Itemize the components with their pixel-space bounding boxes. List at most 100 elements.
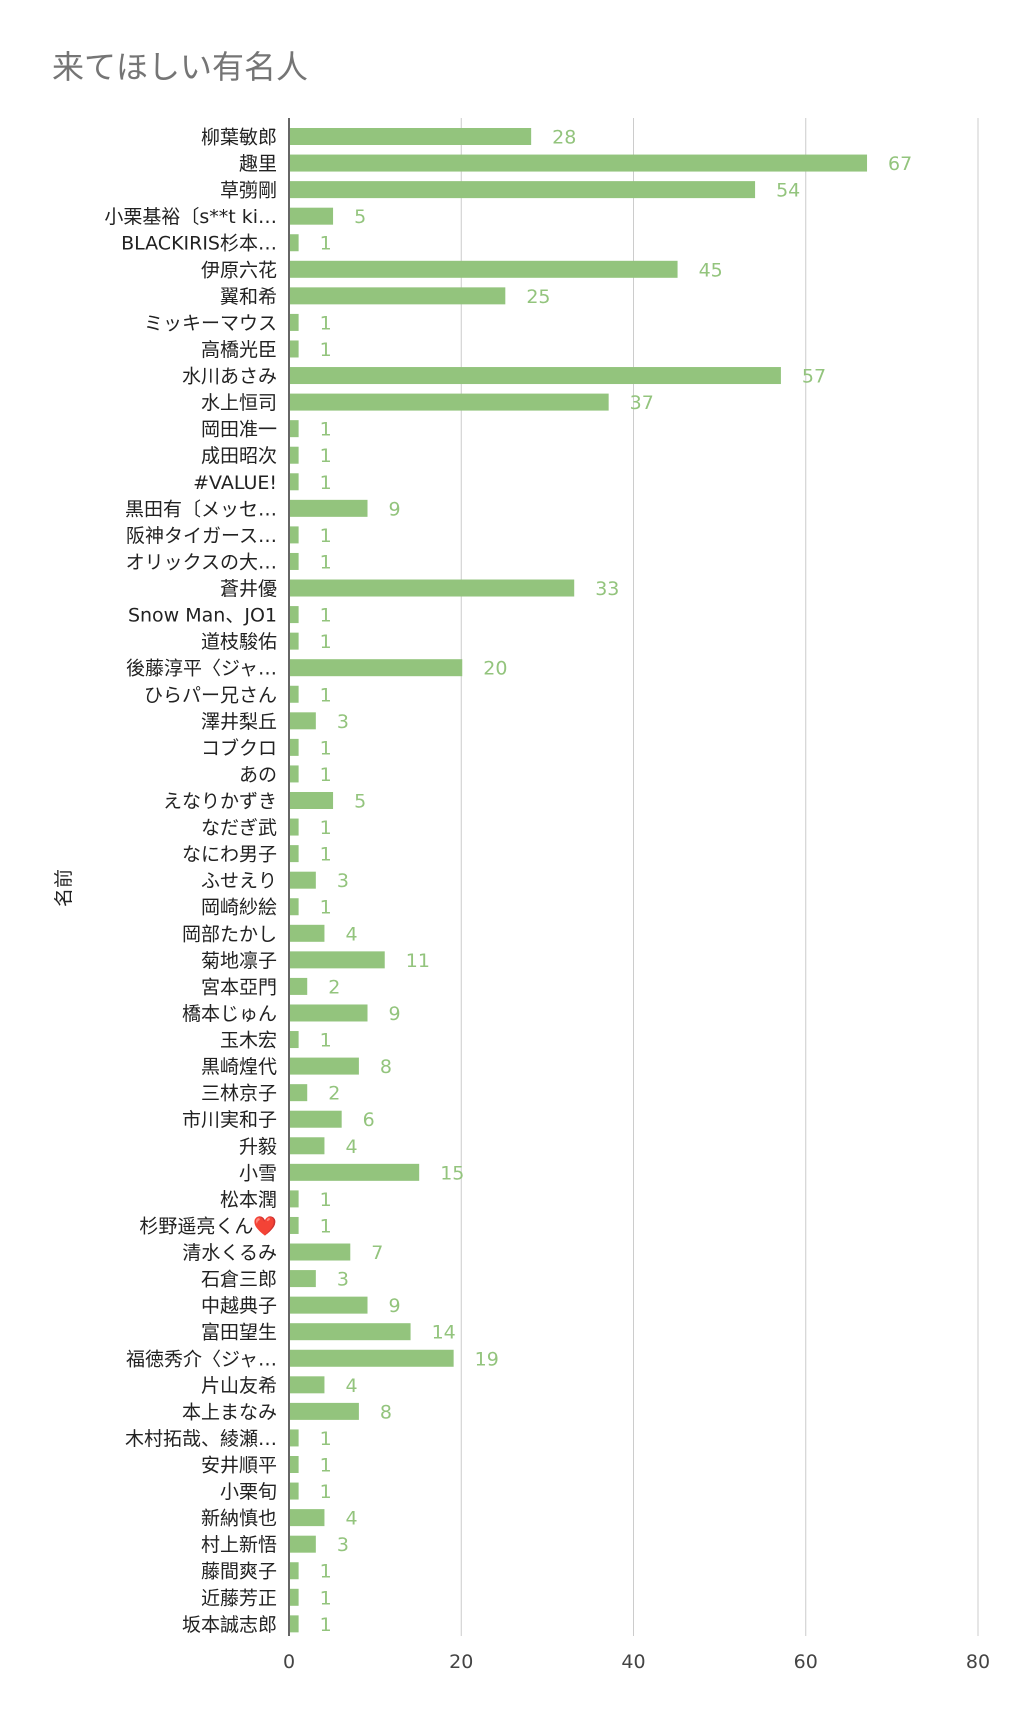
category-label: 石倉三郎 xyxy=(201,1269,277,1291)
x-tick-label: 40 xyxy=(621,1651,645,1673)
value-label: 67 xyxy=(888,153,912,175)
bar xyxy=(290,818,299,836)
bar xyxy=(290,659,463,677)
category-label: 升毅 xyxy=(239,1136,277,1158)
value-label: 1 xyxy=(320,233,332,255)
value-label: 57 xyxy=(802,366,826,388)
bar xyxy=(290,1615,299,1633)
bar xyxy=(290,473,299,491)
category-label: 小雪 xyxy=(239,1162,277,1184)
value-label: 7 xyxy=(371,1242,383,1264)
value-label: 1 xyxy=(320,764,332,786)
bar xyxy=(290,579,575,597)
category-label: 後藤淳平〈ジャ… xyxy=(126,658,277,680)
value-label: 54 xyxy=(776,180,800,202)
value-labels: 2867545145251157371119113311201311511314… xyxy=(320,127,913,1636)
category-label: 岡田准一 xyxy=(201,419,277,441)
value-label: 20 xyxy=(483,658,507,680)
bar xyxy=(290,1137,325,1155)
x-tick-label: 80 xyxy=(966,1651,990,1673)
value-label: 1 xyxy=(320,1614,332,1636)
value-label: 3 xyxy=(337,1269,349,1291)
value-label: 5 xyxy=(354,791,366,813)
bar xyxy=(290,1349,454,1367)
value-label: 1 xyxy=(320,419,332,441)
value-label: 9 xyxy=(389,1003,401,1025)
category-label: 蒼井優 xyxy=(220,578,277,600)
value-label: 1 xyxy=(320,1189,332,1211)
category-label: 高橋光臣 xyxy=(201,339,277,361)
bar xyxy=(290,712,316,730)
bar xyxy=(290,181,756,199)
bar xyxy=(290,977,308,995)
category-label: 市川実和子 xyxy=(182,1109,277,1131)
bar xyxy=(290,765,299,783)
value-label: 2 xyxy=(328,1083,340,1105)
category-label: 村上新悟 xyxy=(201,1534,277,1556)
value-label: 2 xyxy=(328,976,340,998)
category-label: 小栗基裕〔s**t ki… xyxy=(104,206,277,228)
bar xyxy=(290,685,299,703)
category-label: 翼和希 xyxy=(220,286,277,308)
value-label: 1 xyxy=(320,339,332,361)
category-label: 清水くるみ xyxy=(182,1242,277,1264)
category-label: 中越典子 xyxy=(201,1295,277,1317)
bar xyxy=(290,234,299,252)
category-label: 橋本じゅん xyxy=(182,1003,277,1025)
category-label: コブクロ xyxy=(201,736,277,759)
category-label: あの xyxy=(239,764,277,786)
bar xyxy=(290,845,299,863)
category-label: 黒崎煌代 xyxy=(201,1056,277,1078)
grid-lines xyxy=(460,118,979,1636)
category-label: 黒田有〔メッセ… xyxy=(125,498,277,520)
bar xyxy=(290,446,299,464)
bar xyxy=(290,1057,359,1075)
value-label: 8 xyxy=(380,1056,392,1078)
bar xyxy=(290,526,299,544)
value-label: 1 xyxy=(320,1455,332,1477)
category-label: BLACKIRIS杉本… xyxy=(121,233,277,255)
category-label: ひらパー兄さん xyxy=(144,684,277,706)
bar xyxy=(290,1509,325,1527)
bar xyxy=(290,1190,299,1208)
bar xyxy=(290,1004,368,1022)
bar xyxy=(290,499,368,517)
bar xyxy=(290,1323,411,1341)
bars xyxy=(290,128,868,1633)
x-tick-labels: 0 20 40 60 80 xyxy=(283,1651,990,1673)
bar xyxy=(290,340,299,358)
category-label: 富田望生 xyxy=(201,1322,277,1344)
bar xyxy=(290,1482,299,1500)
value-label: 1 xyxy=(320,684,332,706)
value-label: 4 xyxy=(345,1508,357,1530)
category-label: ミッキーマウス xyxy=(144,312,277,334)
category-label: 片山友希 xyxy=(201,1375,277,1397)
category-label: えなりかずき xyxy=(163,791,277,813)
value-label: 1 xyxy=(320,844,332,866)
value-label: 19 xyxy=(475,1348,499,1370)
category-label: 松本潤 xyxy=(220,1189,277,1211)
bar xyxy=(290,1243,351,1261)
category-label: #VALUE! xyxy=(193,472,277,494)
bar xyxy=(290,313,299,331)
value-label: 1 xyxy=(320,1030,332,1052)
value-label: 1 xyxy=(320,551,332,573)
bar xyxy=(290,924,325,942)
category-label: なだぎ武 xyxy=(201,817,277,839)
bar xyxy=(290,951,385,969)
bar xyxy=(290,792,334,809)
bar xyxy=(290,1110,342,1128)
bar xyxy=(290,367,781,385)
value-label: 45 xyxy=(699,259,723,281)
bar xyxy=(290,1456,299,1473)
category-label: 菊地凛子 xyxy=(201,950,277,972)
value-label: 1 xyxy=(320,445,332,467)
bar xyxy=(290,260,678,278)
category-label: 杉野遥亮くん❤️ xyxy=(139,1215,277,1237)
bar xyxy=(290,1163,420,1181)
category-label: 澤井梨丘 xyxy=(201,711,277,733)
bar xyxy=(290,393,609,411)
bar xyxy=(290,420,299,438)
category-label: なにわ男子 xyxy=(182,844,277,866)
